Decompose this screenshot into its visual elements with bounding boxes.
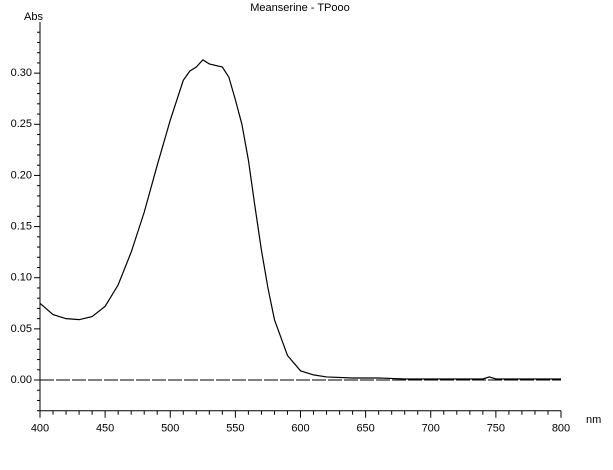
x-tick-label: 600: [291, 423, 309, 435]
y-tick-label: 0.05: [11, 323, 32, 335]
x-tick-label: 800: [552, 423, 570, 435]
y-tick-label: 0.20: [11, 169, 32, 181]
x-tick-label: 500: [161, 423, 179, 435]
x-axis-label: nm: [586, 414, 601, 426]
x-tick-label: 650: [356, 423, 374, 435]
y-tick-label: 0.15: [11, 220, 32, 232]
x-tick-label: 750: [487, 423, 505, 435]
x-tick-label: 700: [422, 423, 440, 435]
y-tick-label: 0.10: [11, 272, 32, 284]
y-tick-label: 0.00: [11, 374, 32, 386]
y-tick-label: 0.25: [11, 118, 32, 130]
chart-title: Meanserine - TPooo: [250, 2, 349, 14]
x-tick-label: 450: [96, 423, 114, 435]
y-tick-label: 0.30: [11, 67, 32, 79]
y-axis-label: Abs: [24, 11, 43, 23]
x-tick-label: 550: [226, 423, 244, 435]
x-tick-label: 400: [31, 423, 49, 435]
spectrum-line: [39, 59, 561, 380]
